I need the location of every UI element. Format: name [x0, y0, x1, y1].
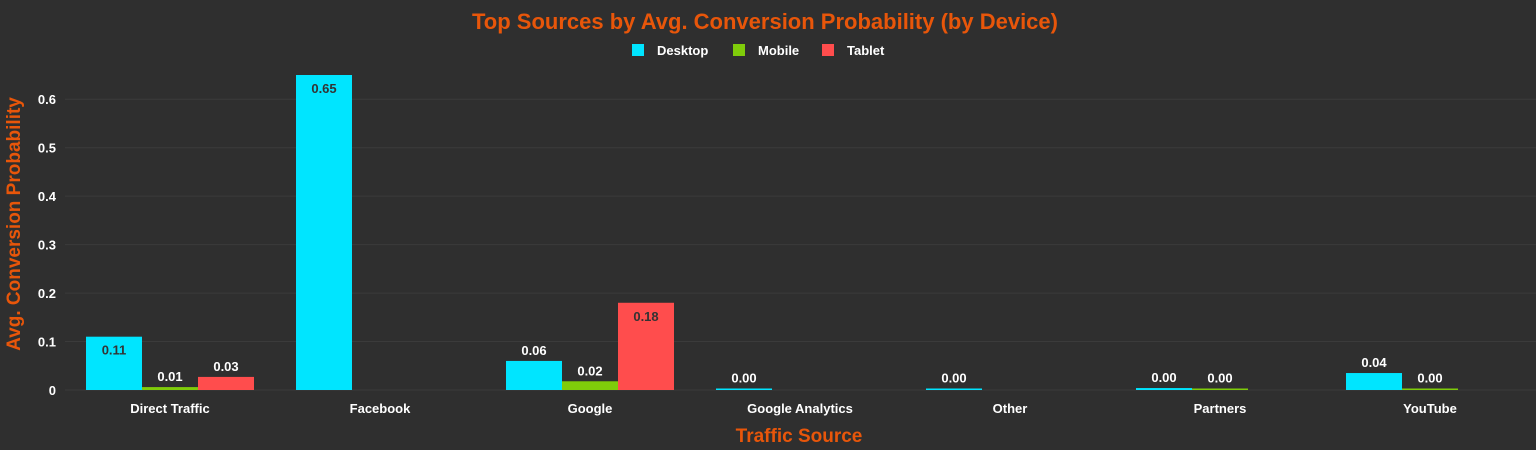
- bar-desktop: [296, 75, 352, 390]
- data-label: 0.00: [731, 371, 756, 386]
- y-tick-label: 0.5: [38, 141, 56, 156]
- grid-lines: [65, 98, 1536, 391]
- data-label: 0.00: [1417, 371, 1442, 386]
- data-label: 0.11: [102, 343, 127, 358]
- data-label: 0.65: [311, 81, 336, 96]
- x-tick-label: Google Analytics: [747, 401, 853, 416]
- y-tick-label: 0.1: [38, 335, 56, 350]
- data-label: 0.18: [633, 309, 658, 324]
- bars: [86, 75, 1458, 390]
- x-axis-ticks: Direct Traffic Facebook Google Google Analy…: [130, 401, 1457, 416]
- bar-desktop: [926, 388, 982, 390]
- legend: Desktop Mobile Tablet: [632, 43, 885, 58]
- bar-mobile: [1192, 388, 1248, 390]
- data-label: 0.06: [521, 343, 546, 358]
- legend-label: Desktop: [657, 43, 708, 58]
- data-label: 0.04: [1361, 355, 1387, 370]
- y-axis-title: Avg. Conversion Probability: [4, 97, 25, 351]
- bar-mobile: [1402, 388, 1458, 390]
- data-labels: 0.11 0.01 0.03 0.65 0.06 0.02 0.18 0.00 0.00 0.00…: [102, 81, 1443, 386]
- data-label: 0.03: [213, 359, 238, 374]
- data-label: 0.00: [941, 371, 966, 386]
- y-tick-label: 0: [49, 383, 56, 398]
- legend-swatch-mobile: [733, 44, 745, 56]
- data-label: 0.00: [1151, 370, 1176, 385]
- data-label: 0.00: [1207, 371, 1232, 386]
- x-tick-label: Partners: [1194, 401, 1247, 416]
- x-tick-label: Facebook: [350, 401, 411, 416]
- legend-swatch-desktop: [632, 44, 644, 56]
- data-label: 0.02: [577, 363, 602, 378]
- x-axis-title: Traffic Source: [736, 426, 863, 447]
- data-label: 0.01: [157, 369, 182, 384]
- x-tick-label: Direct Traffic: [130, 401, 209, 416]
- legend-swatch-tablet: [822, 44, 834, 56]
- bar-desktop: [86, 336, 142, 390]
- legend-label: Mobile: [758, 43, 799, 58]
- x-tick-label: Other: [993, 401, 1028, 416]
- y-tick-label: 0.3: [38, 238, 56, 253]
- x-tick-label: Google: [568, 401, 613, 416]
- bar-mobile: [562, 381, 618, 390]
- y-tick-label: 0.6: [38, 92, 56, 107]
- bar-desktop: [716, 388, 772, 390]
- x-tick-label: YouTube: [1403, 401, 1457, 416]
- bar-desktop: [506, 360, 562, 390]
- y-tick-label: 0.4: [38, 189, 57, 204]
- bar-desktop: [1136, 388, 1192, 390]
- bar-tablet: [618, 302, 674, 390]
- bar-mobile: [142, 387, 198, 390]
- chart-title: Top Sources by Avg. Conversion Probabili…: [472, 9, 1058, 34]
- y-tick-label: 0.2: [38, 286, 56, 301]
- legend-label: Tablet: [847, 43, 885, 58]
- y-axis-ticks: 0 0.1 0.2 0.3 0.4 0.5 0.6: [38, 92, 57, 398]
- bar-desktop: [1346, 373, 1402, 390]
- bar-tablet: [198, 376, 254, 390]
